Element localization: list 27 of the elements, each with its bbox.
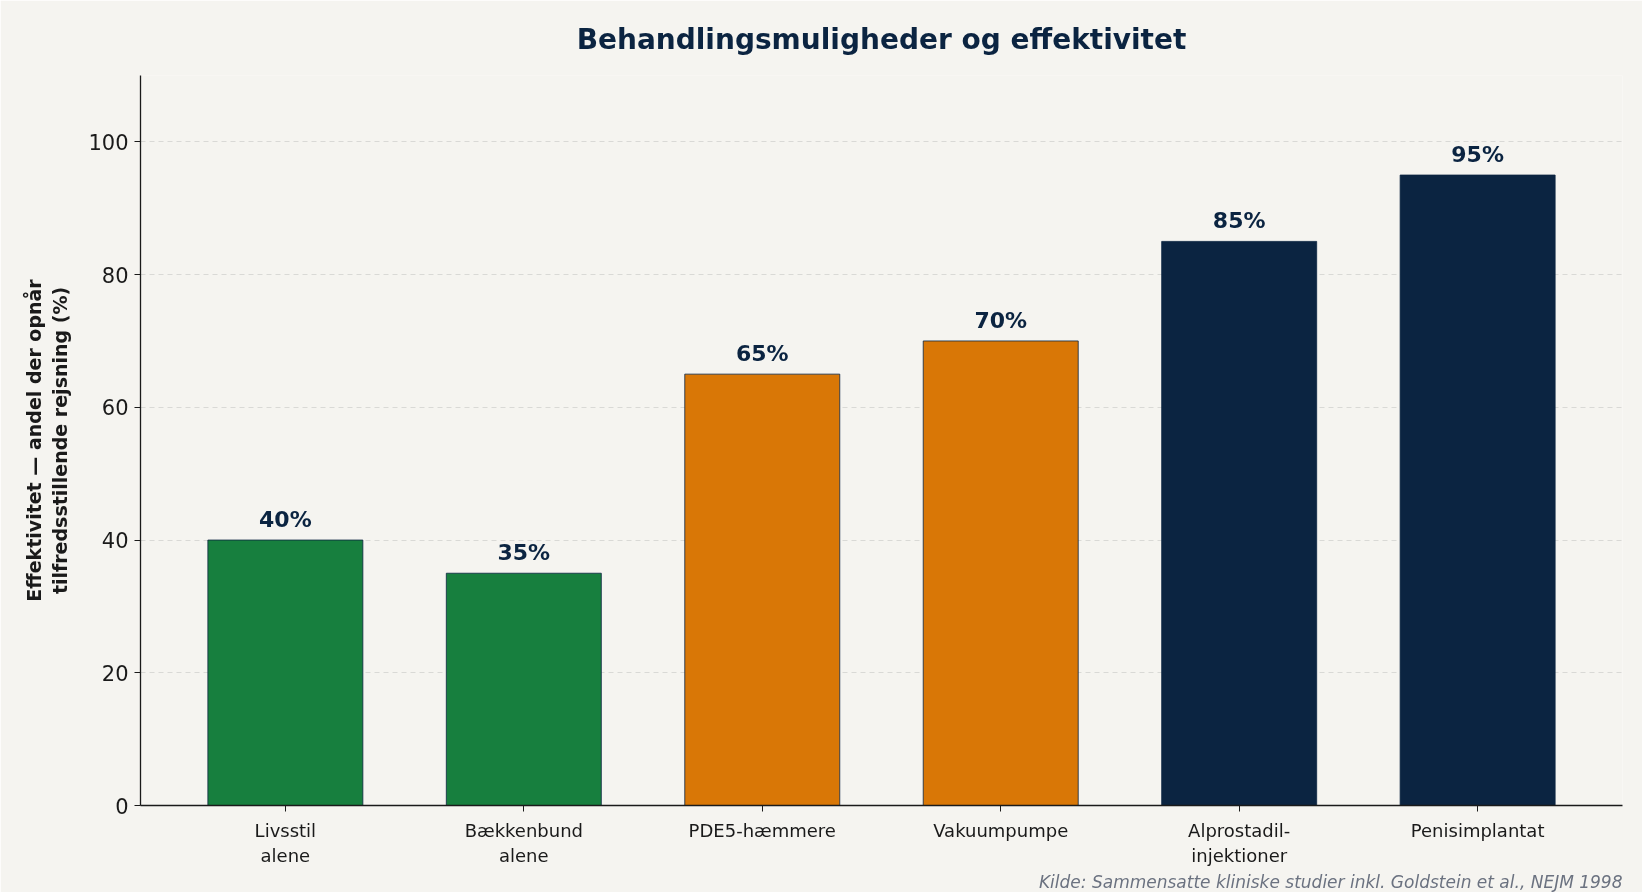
x-tick-label: Alprostadil- injektioner <box>1188 819 1291 866</box>
bar <box>684 373 841 806</box>
y-axis-title: Effektivitet — andel der opnår tilfredsstillende rejsning (%) <box>22 278 72 602</box>
chart-title: Behandlingsmuligheder og effektivitet <box>576 22 1187 56</box>
data-label: 70% <box>974 307 1028 333</box>
data-label: 40% <box>259 507 312 533</box>
bar <box>207 539 364 806</box>
y-tick-label: 80 <box>101 263 129 288</box>
data-label: 35% <box>497 540 551 566</box>
x-tick-label: Livsstil alene <box>254 819 317 866</box>
x-tick-label: Bækkenbund alene <box>464 819 584 866</box>
data-label: 65% <box>735 341 789 367</box>
y-tick-label: 100 <box>88 130 129 155</box>
x-tick-label: PDE5-hæmmere <box>688 819 836 841</box>
y-tick-label: 60 <box>101 396 129 421</box>
data-label: 95% <box>1451 142 1504 168</box>
x-tick-label: Vakuumpumpe <box>933 819 1069 841</box>
text: Kilde: Sammensatte kliniske studier inkl. Goldstein et al., NEJM 1998 <box>1038 871 1623 892</box>
y-tick-label: 0 <box>115 794 129 819</box>
bar <box>1161 241 1318 806</box>
y-tick-label: 40 <box>101 529 129 554</box>
bar <box>1399 174 1556 806</box>
bar <box>445 572 602 806</box>
y-tick-label: 20 <box>101 661 129 686</box>
x-tick-label: Penisimplantat <box>1410 819 1545 841</box>
data-label: 85% <box>1212 208 1266 234</box>
bar <box>922 340 1079 806</box>
